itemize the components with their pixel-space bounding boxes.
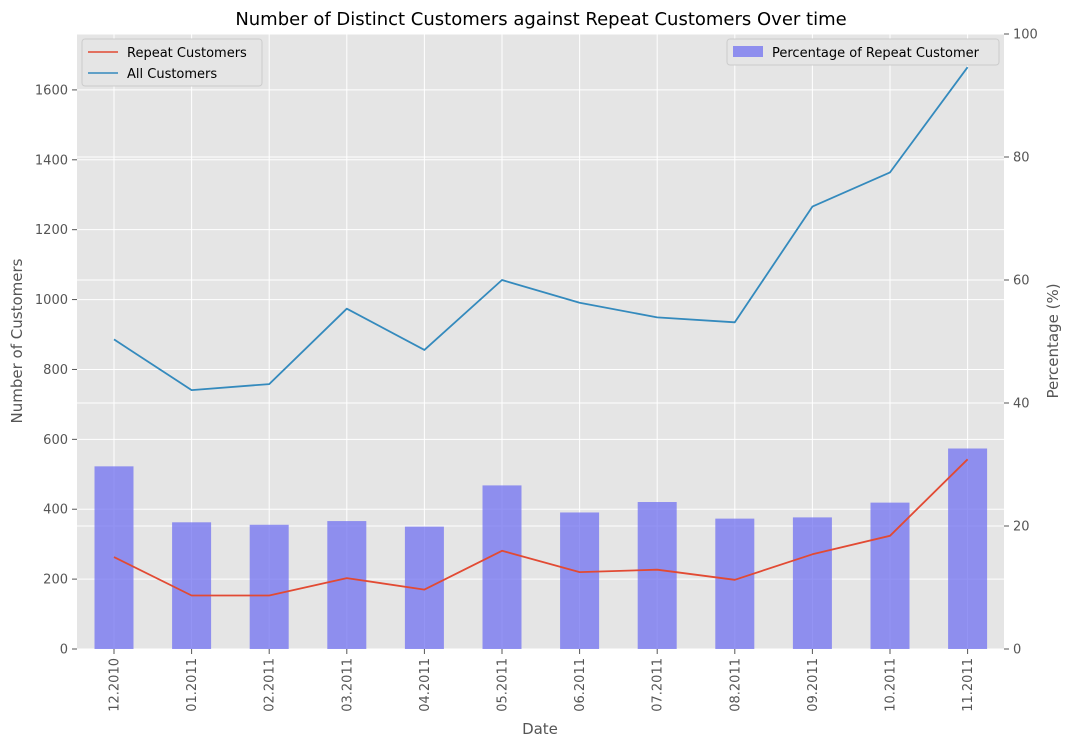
y-tick-label: 1000 bbox=[35, 293, 68, 308]
y2-tick-label: 100 bbox=[1013, 28, 1038, 43]
x-tick-label: 05.2011 bbox=[496, 658, 511, 712]
x-axis-label: Date bbox=[522, 720, 558, 738]
legend-swatch-percentage bbox=[733, 46, 763, 57]
x-tick-label: 04.2011 bbox=[418, 658, 433, 712]
x-tick-label: 11.2011 bbox=[961, 658, 976, 712]
x-tick-label: 03.2011 bbox=[340, 658, 355, 712]
legend-label-repeat: Repeat Customers bbox=[127, 46, 247, 61]
y2-tick-label: 40 bbox=[1013, 397, 1030, 412]
bar-11.2011 bbox=[948, 448, 988, 649]
bar-06.2011 bbox=[560, 512, 600, 649]
chart-title: Number of Distinct Customers against Rep… bbox=[235, 9, 846, 30]
y-tick-label: 800 bbox=[43, 363, 68, 378]
y2-axis-label: Percentage (%) bbox=[1044, 283, 1062, 398]
customer-lines bbox=[113, 66, 969, 597]
bar-02.2011 bbox=[249, 524, 289, 649]
y-tick-label: 400 bbox=[43, 503, 68, 518]
x-tick-label: 08.2011 bbox=[728, 658, 743, 712]
y2-tick-label: 60 bbox=[1013, 274, 1030, 289]
line-all-customers bbox=[113, 66, 969, 392]
y-axis-label: Number of Customers bbox=[8, 258, 26, 423]
y-tick-label: 200 bbox=[43, 573, 68, 588]
y-tick-label: 0 bbox=[60, 643, 68, 658]
y2-tick-label: 80 bbox=[1013, 151, 1030, 166]
x-tick-label: 10.2011 bbox=[884, 658, 899, 712]
x-tick-label: 06.2011 bbox=[573, 658, 588, 712]
x-tick-label: 07.2011 bbox=[651, 658, 666, 712]
percentage-bars bbox=[94, 448, 988, 649]
right-axis-ticks: 0 20 40 60 80 100 bbox=[1004, 28, 1038, 658]
bar-01.2011 bbox=[172, 522, 212, 649]
legend-label-percentage: Percentage of Repeat Customer bbox=[772, 46, 980, 61]
bar-08.2011 bbox=[715, 518, 755, 649]
bar-10.2011 bbox=[870, 502, 910, 649]
legend-left: Repeat Customers All Customers bbox=[81, 38, 263, 87]
x-tick-label: 12.2010 bbox=[108, 658, 123, 712]
x-tick-label: 09.2011 bbox=[806, 658, 821, 712]
line-repeat-customers bbox=[113, 458, 969, 597]
y2-tick-label: 0 bbox=[1013, 643, 1021, 658]
bar-05.2011 bbox=[482, 485, 522, 649]
y2-tick-label: 20 bbox=[1013, 520, 1030, 535]
left-axis-ticks: 0 200 400 600 800 1000 1200 1400 1600 bbox=[35, 83, 77, 658]
y-tick-label: 600 bbox=[43, 433, 68, 448]
legend-label-all: All Customers bbox=[127, 67, 217, 82]
x-tick-label: 02.2011 bbox=[263, 658, 278, 712]
y-tick-label: 1600 bbox=[35, 83, 68, 98]
bar-03.2011 bbox=[327, 521, 367, 649]
bar-07.2011 bbox=[637, 502, 677, 649]
y-tick-label: 1400 bbox=[35, 153, 68, 168]
bar-09.2011 bbox=[792, 517, 832, 649]
x-tick-label: 01.2011 bbox=[185, 658, 200, 712]
plot-area bbox=[77, 34, 1004, 649]
x-axis-ticks: 12.2010 01.2011 02.2011 03.2011 04.2011 05.20… bbox=[108, 649, 976, 712]
y-tick-label: 1200 bbox=[35, 223, 68, 238]
legend-right: Percentage of Repeat Customer bbox=[726, 38, 1000, 66]
